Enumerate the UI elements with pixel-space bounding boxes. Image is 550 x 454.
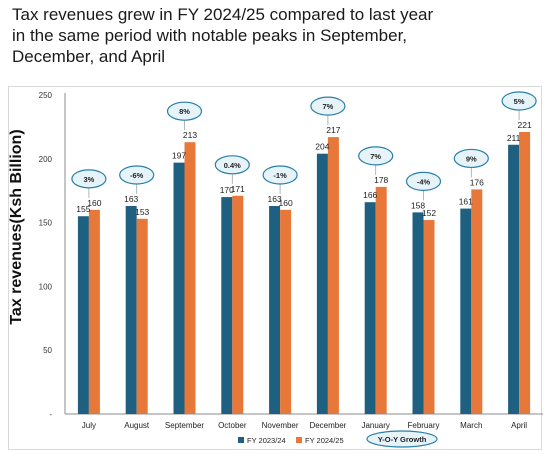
growth-bubble xyxy=(310,96,346,116)
data-label: 163 xyxy=(268,194,282,204)
growth-label: 7% xyxy=(370,152,381,161)
x-category-label: February xyxy=(407,421,439,430)
data-label: 204 xyxy=(315,142,329,152)
data-label: 213 xyxy=(183,130,197,140)
bar-march-fy2023-24 xyxy=(460,208,472,414)
data-label: 176 xyxy=(470,177,484,187)
data-label: 197 xyxy=(172,151,186,161)
bar-august-fy2023-24 xyxy=(125,206,137,414)
legend-growth-bubble xyxy=(366,430,438,448)
bar-august-fy2024-25 xyxy=(136,218,148,414)
growth-bubble xyxy=(71,169,107,189)
x-category-label: October xyxy=(218,421,247,430)
growth-bubble xyxy=(405,171,442,191)
y-tick-label: 50 xyxy=(43,346,52,355)
x-category-label: January xyxy=(361,421,389,430)
data-label: 160 xyxy=(279,198,293,208)
growth-label: 9% xyxy=(466,154,477,163)
y-tick-label: - xyxy=(49,410,52,419)
x-category-label: March xyxy=(460,421,482,430)
bar-january-fy2024-25 xyxy=(375,186,387,414)
data-label: 161 xyxy=(459,197,473,207)
growth-bubble xyxy=(214,155,250,175)
growth-label: 8% xyxy=(179,107,190,116)
bar-september-fy2023-24 xyxy=(173,162,185,414)
headline-line-3: December, and April xyxy=(12,47,166,66)
y-axis-label-text: Tax revenues(Ksh Billion) xyxy=(8,129,25,324)
data-label: 211 xyxy=(507,133,521,143)
y-axis-label: Tax revenues(Ksh Billion) xyxy=(8,129,25,324)
bar-november-fy2024-25 xyxy=(280,209,292,414)
y-tick-label: 200 xyxy=(39,155,53,164)
legend-growth-label: Y-O-Y Growth xyxy=(378,435,427,444)
bar-february-fy2023-24 xyxy=(412,212,424,414)
x-category-label: August xyxy=(124,421,150,430)
bar-october-fy2023-24 xyxy=(221,197,233,414)
bar-december-fy2023-24 xyxy=(316,153,328,415)
data-label: 170 xyxy=(220,185,234,195)
data-label: 160 xyxy=(87,198,101,208)
y-tick-label: 250 xyxy=(39,91,53,100)
headline-line-2: in the same period with notable peaks in… xyxy=(12,26,408,45)
data-label: 152 xyxy=(422,208,436,218)
y-tick-label: 100 xyxy=(39,282,53,291)
growth-label: 0.4% xyxy=(224,161,241,170)
legend-swatch-fy2024-25 xyxy=(296,437,302,443)
y-tick-label: 150 xyxy=(39,219,53,228)
bar-january-fy2023-24 xyxy=(364,202,376,414)
legend-label-fy2024-25: FY 2024/25 xyxy=(305,436,344,445)
data-label: 178 xyxy=(374,175,388,185)
data-label: 171 xyxy=(231,184,245,194)
bar-july-fy2024-25 xyxy=(88,209,100,414)
growth-label: 3% xyxy=(83,175,94,184)
x-category-label: December xyxy=(309,421,346,430)
legend-swatch-fy2023-24 xyxy=(238,437,244,443)
x-category-label: April xyxy=(511,421,527,430)
bar-april-fy2024-25 xyxy=(519,132,531,414)
growth-label: 7% xyxy=(322,102,333,111)
bar-march-fy2024-25 xyxy=(471,189,483,414)
bar-february-fy2024-25 xyxy=(423,220,435,414)
x-category-label: September xyxy=(165,421,204,430)
growth-bubble xyxy=(166,101,203,121)
bar-april-fy2023-24 xyxy=(508,144,520,414)
bar-october-fy2024-25 xyxy=(232,195,244,414)
growth-label: -1% xyxy=(273,171,287,180)
legend-label-fy2023-24: FY 2023/24 xyxy=(247,436,286,445)
growth-bubble xyxy=(501,91,537,111)
x-category-label: July xyxy=(82,421,96,430)
growth-bubble xyxy=(262,165,298,185)
bar-july-fy2023-24 xyxy=(77,216,89,414)
growth-bubble xyxy=(358,146,394,166)
bar-september-fy2024-25 xyxy=(184,142,196,414)
data-label: 166 xyxy=(363,190,377,200)
bar-december-fy2024-25 xyxy=(327,137,339,414)
growth-label: 5% xyxy=(514,97,525,106)
growth-bubble xyxy=(453,148,489,169)
data-label: 163 xyxy=(124,194,138,204)
data-label: 217 xyxy=(326,125,340,135)
growth-label: -4% xyxy=(417,177,431,186)
data-label: 221 xyxy=(518,120,532,130)
data-label: 153 xyxy=(135,207,149,217)
growth-label: -6% xyxy=(130,171,144,180)
bar-november-fy2023-24 xyxy=(269,206,281,414)
data-label: 155 xyxy=(76,204,90,214)
chart-headline: Tax revenues grew in FY 2024/25 compared… xyxy=(12,4,542,67)
growth-bubble xyxy=(119,165,155,185)
data-label: 158 xyxy=(411,200,425,210)
x-category-label: November xyxy=(262,421,299,430)
headline-line-1: Tax revenues grew in FY 2024/25 compared… xyxy=(12,5,434,24)
plot-frame xyxy=(8,86,542,450)
